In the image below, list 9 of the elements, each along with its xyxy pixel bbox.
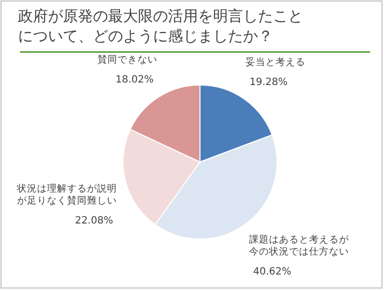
slice-label: 賛同できない [98, 54, 158, 66]
data-label: 19.28% [249, 76, 288, 88]
data-label: 22.08% [74, 216, 114, 227]
slice-label: 妥当と考える [245, 56, 306, 68]
slice-label: 課題はあると考えるが今の状況では仕方ない [249, 234, 350, 258]
chart-title: 政府が原発の最大限の活用を明言したことについて、どのように感じましたか？ [18, 6, 304, 46]
slice-label: 状況は理解するが説明が足りなく賛同難しい [16, 182, 118, 207]
data-label: 18.02% [115, 74, 154, 86]
data-label: 40.62% [253, 266, 292, 278]
